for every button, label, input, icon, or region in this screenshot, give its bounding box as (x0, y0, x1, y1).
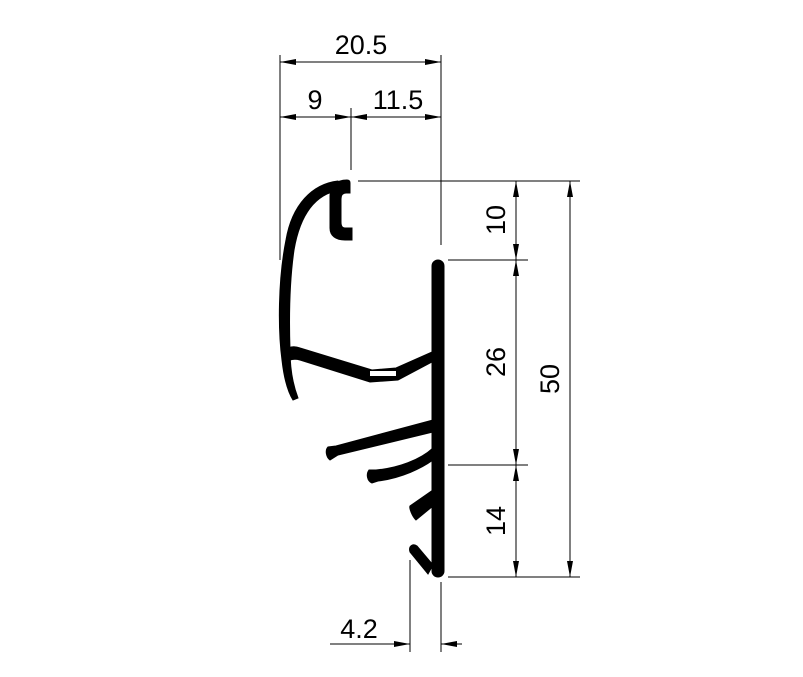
arrow (441, 641, 457, 647)
inner-lip (409, 489, 434, 521)
dim-right-width: 11.5 (373, 85, 424, 115)
web (283, 346, 433, 383)
arrow (335, 114, 351, 120)
dim-total-width: 20.5 (335, 30, 388, 60)
bottom-lip (409, 544, 434, 575)
arrow (513, 260, 519, 276)
arrow (394, 641, 410, 647)
c-hook (329, 179, 353, 241)
web-gap (370, 371, 396, 376)
lower-fin (366, 446, 434, 484)
arrow (513, 465, 519, 481)
arrow (567, 181, 573, 197)
dim-total-height: 50 (535, 364, 565, 394)
arrow (513, 244, 519, 260)
aluminum-profile (278, 179, 445, 578)
arrow (425, 59, 441, 65)
dim-bottom-offset: 4.2 (340, 614, 378, 644)
curved-arm (278, 180, 341, 401)
arrow (513, 449, 519, 465)
spine (431, 259, 445, 578)
arrow (513, 561, 519, 577)
dim-left-width: 9 (307, 85, 322, 115)
dim-bottom-height: 14 (481, 506, 511, 536)
upper-fin (325, 419, 434, 461)
arrow (351, 114, 367, 120)
dim-middle-height: 26 (481, 347, 511, 377)
arrow (513, 181, 519, 197)
dim-top-height: 10 (481, 205, 511, 235)
arrow (425, 114, 441, 120)
arrow (280, 59, 296, 65)
arrow (567, 561, 573, 577)
arrow (280, 114, 296, 120)
